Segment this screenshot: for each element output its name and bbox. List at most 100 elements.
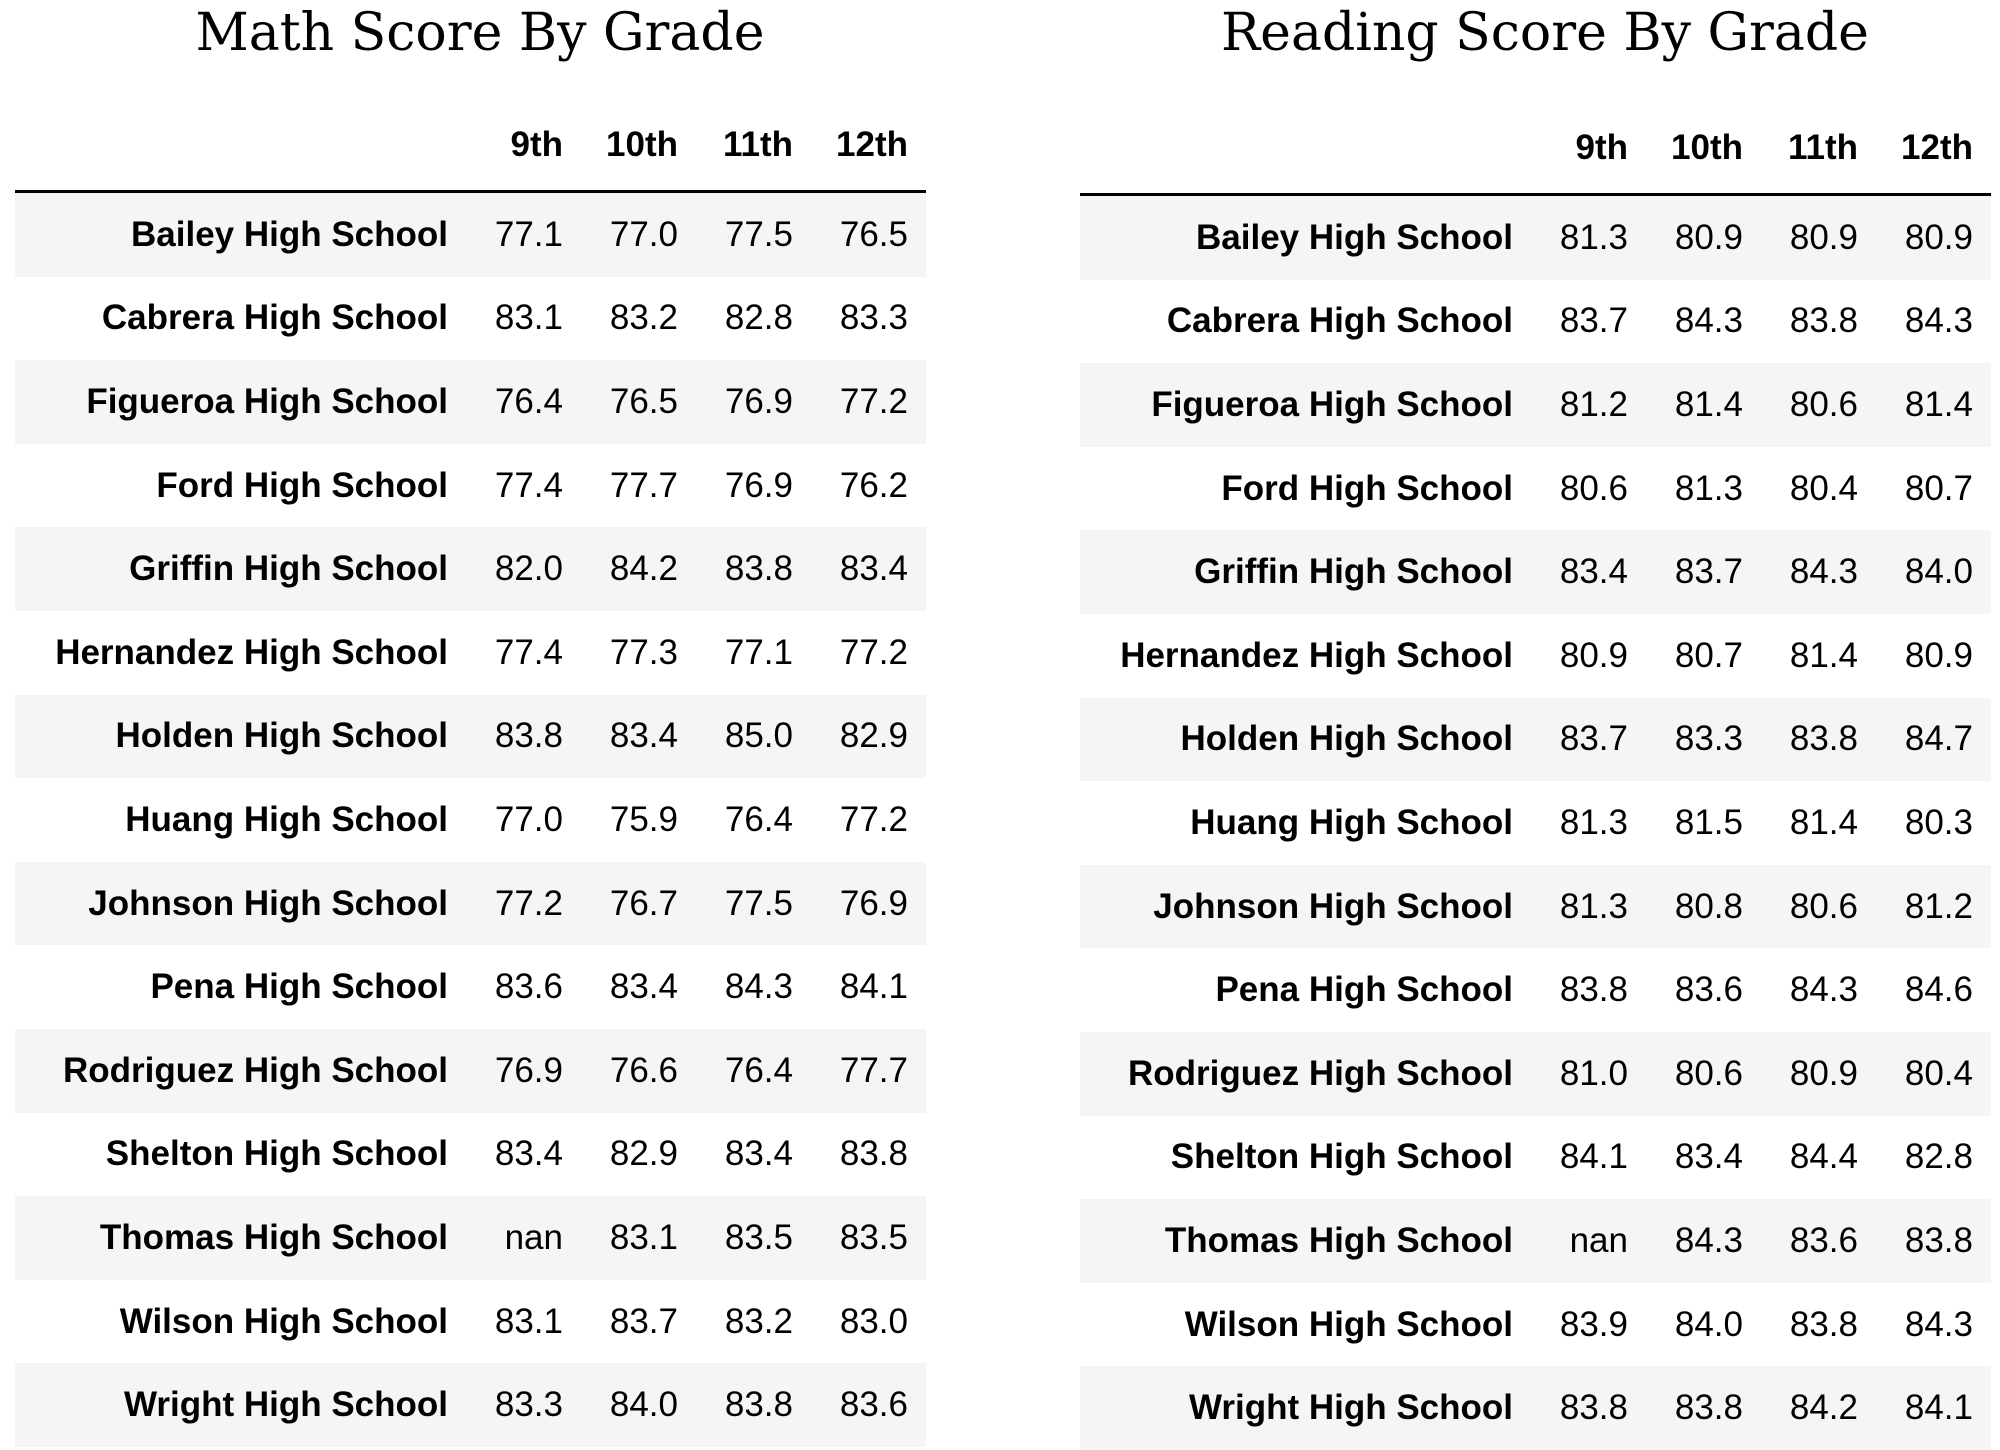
reading-score-cell: 80.9 — [1674, 217, 1743, 257]
reading-row-label: Johnson High School — [1153, 886, 1513, 926]
math-score-cell: 76.9 — [724, 381, 793, 421]
math-score-cell: 83.0 — [839, 1301, 908, 1341]
math-score-cell: 76.7 — [609, 883, 678, 923]
reading-row-label: Hernandez High School — [1120, 635, 1513, 675]
reading-row-label: Thomas High School — [1164, 1220, 1513, 1260]
math-score-cell: 76.9 — [494, 1050, 563, 1090]
reading-score-cell: 84.3 — [1789, 552, 1858, 592]
math-row-label: Wright High School — [123, 1385, 448, 1425]
math-table-row: Shelton High School 83.4 82.9 83.4 83.8 — [15, 1112, 926, 1197]
math-table-row: Figueroa High School 76.4 76.5 76.9 77.2 — [15, 360, 926, 444]
math-score-cell: 84.1 — [839, 967, 908, 1007]
math-score-cell: 76.9 — [839, 883, 908, 923]
math-score-cell: 83.6 — [494, 967, 563, 1007]
reading-score-cell: 81.3 — [1674, 468, 1743, 508]
reading-score-cell: 83.6 — [1674, 970, 1743, 1010]
reading-row-label: Shelton High School — [1170, 1137, 1513, 1177]
math-score-cell: 77.1 — [494, 214, 563, 254]
math-score-cell: 84.3 — [724, 967, 793, 1007]
math-score-cell: 83.2 — [609, 298, 678, 338]
math-score-cell: 83.1 — [494, 1301, 563, 1341]
reading-table-row: Thomas High School nan 84.3 83.6 83.8 — [1080, 1199, 1991, 1283]
math-score-cell: 77.2 — [839, 381, 908, 421]
math-row-label: Wilson High School — [119, 1301, 448, 1341]
reading-score-cell: 80.7 — [1904, 468, 1973, 508]
reading-score-cell: 81.3 — [1559, 802, 1628, 842]
reading-score-cell: 83.7 — [1674, 552, 1743, 592]
reading-score-cell: 80.8 — [1674, 886, 1743, 926]
reading-row-label: Pena High School — [1215, 970, 1513, 1010]
math-score-cell: 83.6 — [839, 1385, 908, 1425]
reading-table-row: Griffin High School 83.4 83.7 84.3 84.0 — [1080, 530, 1991, 614]
math-table-row: Ford High School 77.4 77.7 76.9 76.2 — [15, 443, 926, 528]
math-score-cell: 76.6 — [609, 1050, 678, 1090]
reading-score-cell: 80.6 — [1559, 468, 1628, 508]
reading-row-label: Huang High School — [1190, 802, 1513, 842]
math-score-cell: 77.7 — [839, 1050, 908, 1090]
math-score-cell: 77.5 — [724, 214, 793, 254]
reading-table-row: Cabrera High School 83.7 84.3 83.8 84.3 — [1080, 279, 1991, 364]
reading-score-cell: 83.9 — [1559, 1304, 1628, 1344]
math-score-cell: 83.8 — [724, 549, 793, 589]
reading-score-cell: 80.7 — [1674, 635, 1743, 675]
reading-score-cell: 83.8 — [1789, 1304, 1858, 1344]
reading-score-cell: 83.7 — [1559, 719, 1628, 759]
reading-row-label: Figueroa High School — [1151, 384, 1513, 424]
reading-score-cell: 84.7 — [1904, 719, 1973, 759]
reading-score-cell: 81.4 — [1789, 635, 1858, 675]
reading-score-cell: 81.4 — [1789, 802, 1858, 842]
reading-column-header-10th: 10th — [1646, 103, 1761, 196]
math-table-row: Wright High School 83.3 84.0 83.8 83.6 — [15, 1363, 926, 1447]
math-score-cell: 83.4 — [839, 549, 908, 589]
reading-column-header-11th: 11th — [1761, 103, 1876, 196]
reading-score-cell: 83.3 — [1674, 719, 1743, 759]
math-score-cell: 77.4 — [494, 632, 563, 672]
reading-score-cell: 83.4 — [1674, 1137, 1743, 1177]
reading-score-cell: 80.4 — [1904, 1053, 1973, 1093]
reading-score-cell: 80.9 — [1789, 217, 1858, 257]
reading-row-label: Holden High School — [1180, 719, 1513, 759]
math-score-cell: 77.5 — [724, 883, 793, 923]
math-row-label: Rodriguez High School — [63, 1050, 448, 1090]
reading-header-row: 9th 10th 11th 12th — [1080, 103, 1991, 196]
reading-row-label: Griffin High School — [1194, 552, 1513, 592]
reading-score-cell: 80.9 — [1904, 635, 1973, 675]
reading-score-cell: 84.4 — [1789, 1137, 1858, 1177]
reading-score-cell: 84.2 — [1789, 1388, 1858, 1428]
reading-table-row: Huang High School 81.3 81.5 81.4 80.3 — [1080, 781, 1991, 865]
math-score-cell: 77.4 — [494, 465, 563, 505]
reading-score-cell: 81.4 — [1904, 384, 1973, 424]
reading-score-cell: 81.2 — [1559, 384, 1628, 424]
reading-table-title: Reading Score By Grade — [1221, 3, 1869, 63]
math-column-header-12th: 12th — [811, 100, 926, 193]
reading-score-cell: 83.8 — [1904, 1220, 1973, 1260]
reading-score-cell: 84.0 — [1904, 552, 1973, 592]
reading-score-cell: 84.3 — [1904, 1304, 1973, 1344]
math-score-cell: 82.9 — [839, 716, 908, 756]
reading-table-row: Shelton High School 84.1 83.4 84.4 82.8 — [1080, 1115, 1991, 1200]
math-score-cell: 76.5 — [609, 381, 678, 421]
reading-row-label: Bailey High School — [1196, 217, 1513, 257]
reading-score-cell: 80.9 — [1789, 1053, 1858, 1093]
math-score-cell: 76.4 — [494, 381, 563, 421]
math-score-cell: 84.0 — [609, 1385, 678, 1425]
math-corner-cell — [15, 100, 466, 193]
reading-row-label: Cabrera High School — [1166, 301, 1513, 341]
reading-score-cell: 80.6 — [1789, 886, 1858, 926]
math-score-cell: nan — [504, 1217, 563, 1257]
reading-score-cell: 83.8 — [1789, 719, 1858, 759]
reading-score-cell: 84.1 — [1904, 1388, 1973, 1428]
math-row-label: Ford High School — [156, 465, 448, 505]
reading-table-row: Figueroa High School 81.2 81.4 80.6 81.4 — [1080, 363, 1991, 447]
reading-score-cell: 83.4 — [1559, 552, 1628, 592]
math-score-cell: 83.3 — [494, 1385, 563, 1425]
reading-table-body: Bailey High School 81.3 80.9 80.9 80.9 Cabrer… — [1080, 194, 1991, 1450]
math-score-cell: 83.4 — [494, 1134, 563, 1174]
math-score-cell: 76.5 — [839, 214, 908, 254]
math-table-row: Rodriguez High School 76.9 76.6 76.4 77.7 — [15, 1028, 926, 1113]
math-column-header-11th: 11th — [696, 100, 811, 193]
reading-score-cell: 83.8 — [1674, 1388, 1743, 1428]
math-table-row: Cabrera High School 83.1 83.2 82.8 83.3 — [15, 276, 926, 361]
math-score-cell: 76.2 — [839, 465, 908, 505]
reading-table-row: Ford High School 80.6 81.3 80.4 80.7 — [1080, 446, 1991, 531]
